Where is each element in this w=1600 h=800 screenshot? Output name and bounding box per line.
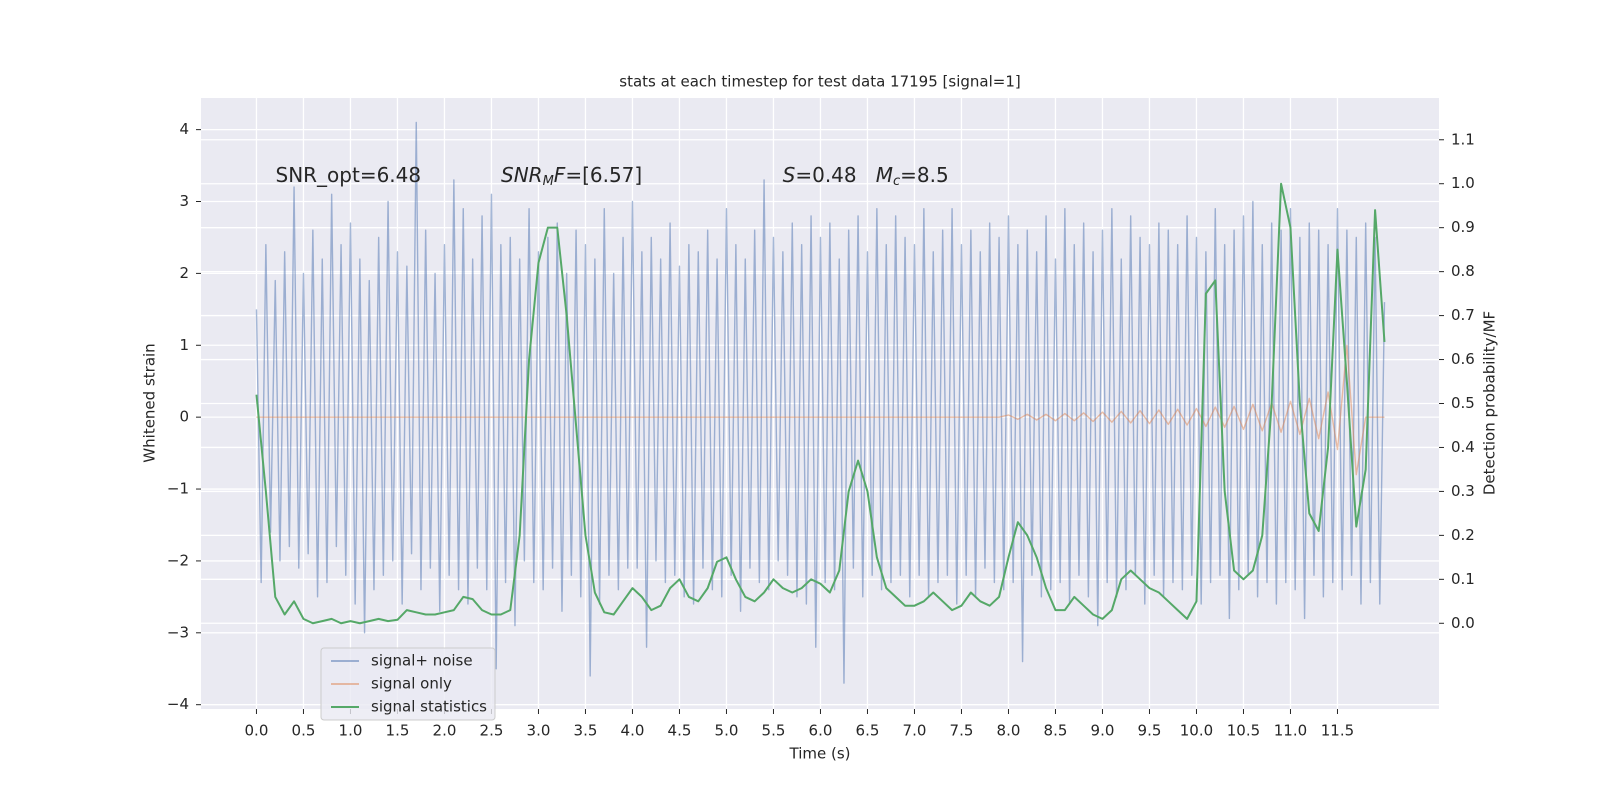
x-tick-label: 0.5: [292, 722, 316, 740]
y2-tick-label: 0.3: [1451, 482, 1475, 500]
annotation-part: =8.5: [900, 163, 949, 187]
annotation-part: S: [783, 163, 796, 187]
x-tick-label: 11.0: [1274, 722, 1307, 740]
x-tick-label: 7.5: [950, 722, 974, 740]
annotation-part: SNR: [501, 163, 543, 187]
chart-title: stats at each timestep for test data 171…: [619, 73, 1020, 91]
x-tick-label: 2.0: [433, 722, 457, 740]
legend-box: [320, 647, 496, 721]
x-tick-label: 5.5: [762, 722, 786, 740]
x-tick-label: 5.0: [715, 722, 739, 740]
legend: signal+ noise signal only signal statistic…: [320, 647, 496, 721]
x-tick-label: 8.0: [997, 722, 1021, 740]
x-axis-label: Time (s): [789, 745, 851, 763]
annotation: SNR_opt=6.48: [276, 163, 422, 187]
y2-tick-label: 0.9: [1451, 218, 1475, 236]
y2-tick-label: 0.5: [1451, 394, 1475, 412]
annotation-part: =[6.57]: [565, 163, 642, 187]
y2-tick-label: 0.6: [1451, 350, 1475, 368]
x-tick-label: 8.5: [1044, 722, 1068, 740]
x-tick-label: 3.5: [574, 722, 598, 740]
x-tick-label: 7.0: [903, 722, 927, 740]
x-tick-label: 4.5: [668, 722, 692, 740]
x-tick-label: 2.5: [480, 722, 504, 740]
annotation: SNRMF=[6.57]: [501, 163, 642, 189]
annotations: SNR_opt=6.48 SNRMF=[6.57] S=0.48 Mc=8.5: [276, 163, 949, 189]
y2-tick-label: 0.2: [1451, 526, 1475, 544]
annotation-part: =0.48: [795, 163, 875, 187]
annotation-part: c: [893, 174, 900, 189]
y-tick-label: 1: [179, 336, 189, 354]
annotation-part: M: [543, 174, 554, 189]
y-axis-label: Whitened strain: [141, 343, 159, 462]
y2-axis-label: Detection probability/MF: [1481, 311, 1499, 495]
y-tick-label: −3: [167, 623, 189, 641]
y2-tick-label: 0.4: [1451, 438, 1475, 456]
series-line: [256, 344, 1385, 476]
x-tick-label: 9.0: [1091, 722, 1115, 740]
series-line: [255, 182, 1386, 625]
legend-label: signal only: [371, 675, 452, 693]
legend-label: signal+ noise: [371, 652, 473, 670]
x-tick-label: 6.5: [856, 722, 880, 740]
y-tick-label: −1: [167, 480, 189, 498]
x-tick-label: 11.5: [1321, 722, 1354, 740]
annotation-part: M: [876, 163, 893, 187]
x-tick-label: 6.0: [809, 722, 833, 740]
x-tick-label: 10.0: [1180, 722, 1213, 740]
y-tick-label: 3: [179, 192, 189, 210]
y2-tick-label: 0.7: [1451, 306, 1475, 324]
annotation: S=0.48 Mc=8.5: [783, 163, 949, 189]
x-tick-label: 0.0: [245, 722, 269, 740]
y-tick-label: −2: [167, 551, 189, 569]
x-tick-label: 10.5: [1227, 722, 1260, 740]
x-tick-label: 4.0: [621, 722, 645, 740]
x-tick-label: 1.0: [339, 722, 363, 740]
annotation-part: F: [554, 163, 566, 187]
y2-tick-label: 1.0: [1451, 174, 1475, 192]
legend-label: signal statistics: [371, 698, 487, 716]
y-tick-label: −4: [167, 695, 189, 713]
y-tick-label: 0: [179, 408, 189, 426]
y-tick-label: 4: [179, 120, 189, 138]
x-tick-label: 9.5: [1138, 722, 1162, 740]
series-line: [255, 121, 1386, 684]
annotation-part: SNR_opt=6.48: [276, 163, 422, 187]
y2-tick-label: 1.1: [1451, 130, 1475, 148]
y-tick-label: 2: [179, 264, 189, 282]
marks: [255, 121, 1386, 684]
x-tick-label: 1.5: [386, 722, 410, 740]
y2-tick-label: 0.8: [1451, 262, 1475, 280]
y2-tick-label: 0.1: [1451, 570, 1475, 588]
y2-tick-label: 0.0: [1451, 614, 1475, 632]
x-tick-label: 3.0: [527, 722, 551, 740]
